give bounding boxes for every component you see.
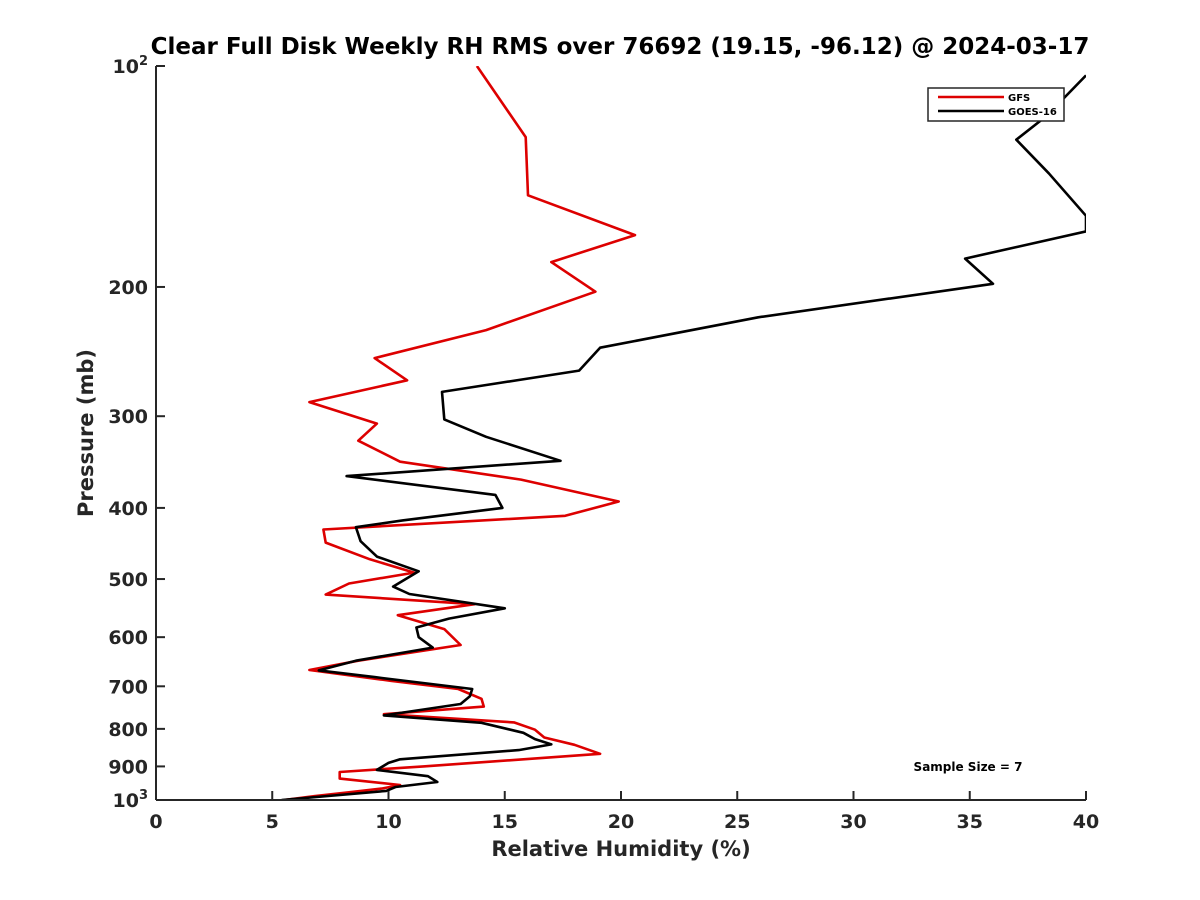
series-line-gfs bbox=[283, 66, 637, 800]
x-ticks: 0 5 10 15 20 25 30 35 40 bbox=[149, 791, 1099, 833]
y-tick-label-exponent: 3 bbox=[139, 788, 148, 803]
y-tick-label-base: 10 bbox=[113, 790, 139, 812]
series-line-goes16 bbox=[281, 74, 1086, 800]
x-tick-label: 15 bbox=[492, 811, 518, 833]
x-axis-label: Relative Humidity (%) bbox=[491, 837, 750, 861]
y-axis-label: Pressure (mb) bbox=[74, 349, 98, 517]
x-tick-label: 40 bbox=[1073, 811, 1099, 833]
series-layer bbox=[281, 66, 1086, 800]
y-tick-label-base: 700 bbox=[108, 676, 148, 698]
x-tick-label: 30 bbox=[840, 811, 866, 833]
chart-title: Clear Full Disk Weekly RH RMS over 76692… bbox=[151, 34, 1090, 60]
x-tick-label: 20 bbox=[608, 811, 634, 833]
y-tick-label: 500 bbox=[108, 569, 148, 591]
x-tick-label: 35 bbox=[957, 811, 983, 833]
sample-size-annotation: Sample Size = 7 bbox=[914, 760, 1023, 774]
plot-area bbox=[156, 66, 1086, 800]
y-tick-label-base: 900 bbox=[108, 756, 148, 778]
y-tick-label: 102 bbox=[113, 54, 149, 78]
y-tick-label-base: 200 bbox=[108, 277, 148, 299]
x-tick-label: 0 bbox=[149, 811, 162, 833]
x-tick-label: 25 bbox=[724, 811, 750, 833]
legend: GFS GOES-16 bbox=[927, 87, 1065, 122]
y-tick-label: 400 bbox=[108, 498, 148, 520]
axes-background bbox=[156, 66, 1086, 800]
y-tick-label-base: 300 bbox=[108, 406, 148, 428]
legend-label-goes16: GOES-16 bbox=[1008, 107, 1057, 118]
y-tick-label-base: 400 bbox=[108, 498, 148, 520]
y-tick-label: 200 bbox=[108, 277, 148, 299]
x-tick-label: 10 bbox=[375, 811, 401, 833]
x-tick-label: 5 bbox=[266, 811, 279, 833]
y-tick-label: 600 bbox=[108, 627, 148, 649]
legend-box bbox=[927, 87, 1065, 122]
legend-label-gfs: GFS bbox=[1008, 93, 1030, 104]
y-tick-label-base: 500 bbox=[108, 569, 148, 591]
y-tick-label-exponent: 2 bbox=[139, 54, 148, 69]
y-tick-label: 300 bbox=[108, 406, 148, 428]
y-tick-label-base: 800 bbox=[108, 719, 148, 741]
y-tick-label: 800 bbox=[108, 719, 148, 741]
y-tick-label: 700 bbox=[108, 676, 148, 698]
y-tick-label-base: 600 bbox=[108, 627, 148, 649]
y-tick-label: 900 bbox=[108, 756, 148, 778]
y-tick-label-base: 10 bbox=[113, 56, 139, 78]
y-tick-label: 103 bbox=[113, 788, 149, 812]
